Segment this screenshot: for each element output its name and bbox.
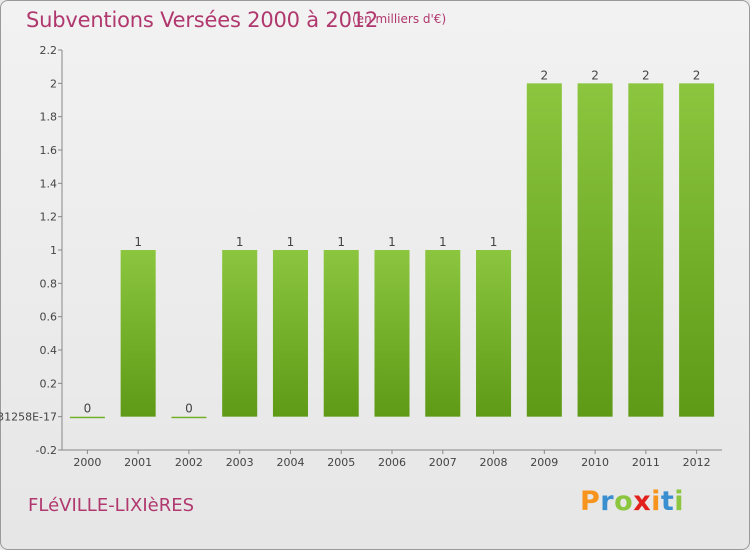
x-tick-label: 2002 [175,456,203,469]
x-tick-label: 2005 [327,456,355,469]
x-tick-label: 2008 [480,456,508,469]
bar [526,83,562,417]
bar-value-label: 2 [693,68,701,82]
y-tick-label: 0.8 [40,277,58,290]
y-tick-label: 1 [50,244,57,257]
bar [425,250,461,417]
y-tick-label: 1.4 [40,177,58,190]
x-tick-label: 2006 [378,456,406,469]
bar-value-label: 2 [591,68,599,82]
bar-value-label: 1 [439,235,447,249]
logo-letter: o [614,486,634,517]
chart-title: Subventions Versées 2000 à 2012 [26,8,379,32]
bar-value-label: 0 [185,402,193,416]
bar-value-label: 1 [134,235,142,249]
logo-letter: i [674,486,685,517]
x-tick-label: 2003 [226,456,254,469]
bar [323,250,359,417]
bar [171,416,207,419]
x-tick-label: 2004 [276,456,304,469]
bar-value-label: 1 [287,235,295,249]
y-tick-label: 1.8 [40,111,58,124]
x-tick-label: 2010 [581,456,609,469]
y-tick-label: 1.6 [40,144,58,157]
bar [628,83,664,417]
bar-value-label: 0 [84,402,92,416]
y-tick-label: 0.4 [40,344,58,357]
bar [222,250,258,417]
bar [679,83,715,417]
bar-value-label: 1 [388,235,396,249]
bar [272,250,308,417]
units-label: (en milliers d'€) [352,12,447,26]
logo-letter: t [660,486,675,517]
bar [69,416,105,419]
y-tick-label: -5.5511151231258E-17 [0,411,57,424]
bar [577,83,613,417]
y-tick-label: 0.6 [40,311,58,324]
logo-letter: i [651,486,661,517]
y-tick-label: -0.2 [36,444,57,457]
x-tick-label: 2011 [632,456,660,469]
bar-value-label: 1 [337,235,345,249]
y-tick-label: 2.2 [40,44,58,57]
x-tick-label: 2000 [73,456,101,469]
logo-letter: x [633,486,652,517]
bar-value-label: 2 [642,68,650,82]
bar-value-label: 2 [540,68,548,82]
logo-letter: r [600,486,615,517]
commune-name: FLéVILLE-LIXIèRES [28,495,195,516]
bar-value-label: 1 [236,235,244,249]
logo-letter: P [580,486,601,517]
proxiti-logo[interactable]: Proxiti [580,486,684,517]
y-tick-label: 2 [50,77,57,90]
bar-value-label: 1 [490,235,498,249]
bar [374,250,410,417]
bar [120,250,156,417]
bar [476,250,512,417]
y-tick-label: 1.2 [40,211,58,224]
y-tick-label: 0.2 [40,377,58,390]
x-tick-label: 2009 [530,456,558,469]
x-tick-label: 2007 [429,456,457,469]
x-tick-label: 2001 [124,456,152,469]
x-tick-label: 2012 [683,456,711,469]
